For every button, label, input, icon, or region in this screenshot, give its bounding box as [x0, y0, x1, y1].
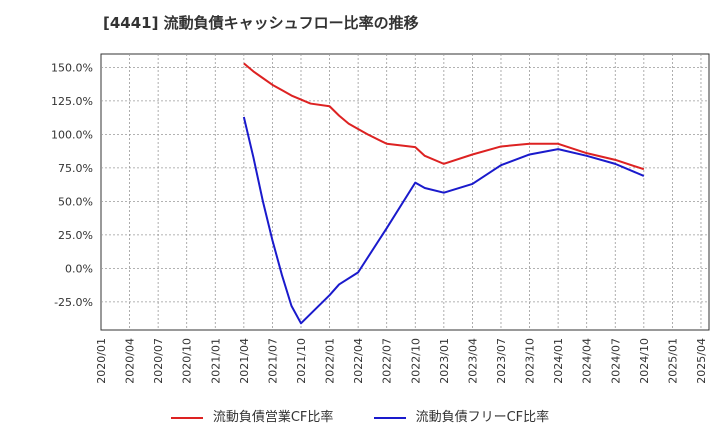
y-tick-label: 125.0%	[51, 95, 93, 108]
y-tick-label: 150.0%	[51, 61, 93, 74]
legend-swatch-free-cf	[373, 416, 406, 419]
chart-title: [4441] 流動負債キャッシュフロー比率の推移	[103, 14, 419, 32]
x-tick-label: 2023/07	[495, 338, 508, 384]
legend-label-operating-cf: 流動負債営業CF比率	[212, 410, 334, 425]
x-tick-label: 2020/10	[181, 338, 194, 384]
y-axis-tick-labels: -25.0% 0.0% 25.0% 50.0% 75.0% 100.0% 125.0% 150…	[51, 61, 93, 308]
y-tick-label: 50.0%	[58, 195, 93, 208]
x-tick-label: 2022/07	[381, 338, 394, 384]
series-lines	[242, 62, 645, 325]
x-tick-label: 2022/04	[352, 338, 365, 384]
y-tick-label: 75.0%	[58, 162, 93, 175]
x-tick-label: 2025/04	[695, 338, 708, 384]
legend-item-free-cf: 流動負債フリーCF比率	[373, 406, 550, 425]
x-tick-label: 2023/04	[466, 338, 479, 384]
x-tick-label: 2025/01	[666, 338, 679, 384]
y-tick-label: -25.0%	[54, 296, 93, 309]
x-tick-label: 2020/07	[152, 338, 165, 384]
x-tick-label: 2021/07	[266, 338, 279, 384]
y-tick-label: 100.0%	[51, 128, 93, 141]
x-tick-label: 2021/04	[238, 338, 251, 384]
series-line-operating-cf	[243, 62, 645, 171]
x-tick-label: 2021/10	[295, 338, 308, 384]
x-tick-label: 2023/10	[524, 338, 537, 384]
y-tick-label: 0.0%	[65, 262, 93, 275]
plot-area	[100, 53, 710, 331]
x-tick-label: 2024/07	[609, 338, 622, 384]
legend-swatch-operating-cf	[170, 416, 203, 419]
x-tick-label: 2021/01	[209, 338, 222, 384]
x-axis-tick-labels: 2020/01 2020/04 2020/07 2020/10 2021/01 2021/…	[95, 338, 708, 384]
x-tick-label: 2022/10	[409, 338, 422, 384]
series-line-free-cf	[242, 116, 645, 325]
x-tick-label: 2022/01	[324, 338, 337, 384]
vertical-gridlines	[129, 54, 702, 330]
x-tick-label: 2020/01	[95, 338, 108, 384]
legend-item-operating-cf: 流動負債営業CF比率	[170, 406, 334, 425]
x-tick-label: 2023/01	[438, 338, 451, 384]
x-tick-label: 2024/04	[581, 338, 594, 384]
legend-label-free-cf: 流動負債フリーCF比率	[415, 410, 550, 425]
x-tick-label: 2024/10	[638, 338, 651, 384]
y-tick-label: 25.0%	[58, 229, 93, 242]
x-tick-label: 2024/01	[552, 338, 565, 384]
x-tick-label: 2020/04	[124, 338, 137, 384]
legend: 流動負債営業CF比率 流動負債フリーCF比率	[0, 406, 720, 425]
horizontal-gridlines	[101, 66, 709, 303]
